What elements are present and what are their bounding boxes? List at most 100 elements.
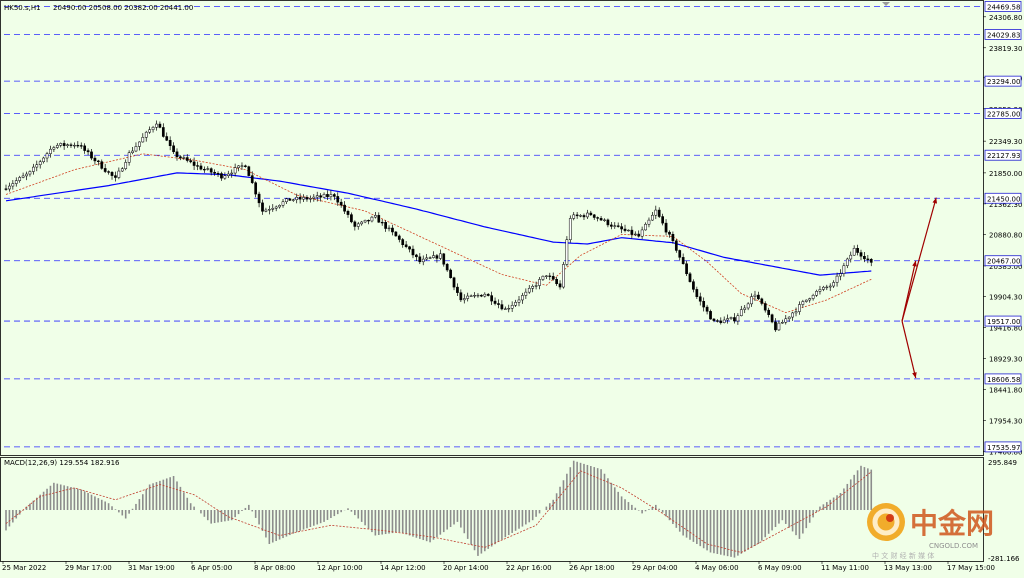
forecast-arrow-head [932, 197, 938, 204]
candle-down [674, 240, 678, 251]
candle-down [384, 222, 387, 229]
candle-up [565, 239, 569, 265]
candle-up [49, 148, 52, 154]
moving-average-slow [5, 172, 872, 276]
candle-down [103, 168, 107, 172]
candle-up [315, 195, 319, 198]
candle-down [377, 215, 381, 223]
candle-up [842, 265, 846, 274]
level-price-tag [984, 315, 1022, 327]
y-tick-label: 18929.30 [989, 355, 1022, 363]
candle-down [93, 157, 97, 162]
candle-up [750, 296, 753, 305]
candle-down [668, 231, 671, 235]
x-tick-label: 12 Apr 10:00 [317, 564, 363, 572]
macd-signal-line [5, 470, 872, 553]
candle-up [138, 141, 141, 147]
candle-down [172, 145, 175, 153]
y-tick-label: 23819.30 [989, 45, 1022, 53]
candle-down [298, 196, 302, 200]
candle-up [743, 307, 747, 310]
candle-up [524, 291, 528, 296]
candle-down [685, 263, 688, 275]
candle-up [329, 194, 333, 197]
candle-up [507, 308, 511, 310]
candle-up [722, 319, 726, 323]
candle-down [609, 224, 613, 227]
candle-up [572, 214, 576, 219]
candle-up [28, 171, 32, 175]
candle-down [709, 311, 712, 320]
candle-up [517, 299, 521, 303]
candle-down [480, 294, 483, 297]
candle-up [746, 303, 750, 309]
level-price-label: 19517.00 [987, 318, 1020, 326]
candle-up [360, 221, 364, 225]
level-price-label: 20467.00 [987, 258, 1020, 266]
candle-up [784, 318, 788, 323]
forecast-arrow-line[interactable] [901, 320, 917, 379]
candle-down [712, 318, 716, 321]
candle-up [633, 233, 637, 236]
candle-down [76, 144, 80, 147]
candle-down [179, 156, 182, 159]
candle-up [182, 157, 186, 159]
x-tick-label: 31 Mar 19:00 [128, 564, 175, 572]
x-tick-label: 26 Apr 18:00 [569, 564, 615, 572]
candle-up [538, 279, 541, 286]
candle-up [852, 247, 856, 256]
candle-down [79, 145, 83, 147]
candle-down [346, 210, 350, 215]
candle-down [435, 255, 439, 259]
candle-down [203, 168, 206, 171]
candle-up [274, 206, 278, 209]
candle-down [397, 235, 401, 240]
level-price-tag [984, 75, 1022, 87]
forecast-arrow-line[interactable] [901, 260, 917, 322]
candle-down [185, 157, 189, 161]
candle-up [562, 264, 565, 288]
candle-up [579, 215, 582, 217]
candle-down [692, 281, 695, 290]
candle-down [630, 229, 634, 235]
candle-up [753, 294, 757, 297]
candle-up [808, 298, 812, 301]
candle-up [38, 161, 42, 165]
candle-down [763, 303, 767, 311]
candle-down [661, 216, 664, 224]
candle-down [698, 296, 702, 302]
shift-marker-icon[interactable] [882, 2, 890, 6]
moving-average-fast [5, 153, 872, 314]
candle-up [295, 196, 299, 200]
candle-down [757, 294, 760, 300]
y-tick-label: 20385.00 [989, 263, 1022, 271]
candle-down [490, 295, 493, 302]
candle-up [438, 253, 442, 259]
watermark-domain: CNGOLD.COM [929, 542, 978, 550]
candle-down [86, 150, 90, 153]
candle-up [534, 285, 538, 287]
candle-down [408, 246, 411, 250]
candle-up [14, 180, 18, 184]
candle-down [305, 197, 309, 200]
candle-up [267, 209, 271, 211]
candle-up [647, 219, 651, 225]
candle-up [428, 257, 432, 259]
candle-down [244, 165, 247, 167]
candle-down [401, 239, 405, 246]
candle-down [199, 165, 203, 170]
candle-down [343, 204, 346, 212]
candle-up [117, 170, 121, 178]
candle-down [165, 136, 169, 141]
candle-down [394, 231, 398, 237]
candle-down [486, 293, 490, 296]
forecast-arrow-line[interactable] [901, 197, 937, 322]
forecast-arrow-head [912, 260, 917, 267]
candle-down [555, 278, 558, 285]
candle-up [45, 153, 49, 159]
x-tick-label: 20 Apr 14:00 [443, 564, 489, 572]
candle-up [285, 198, 288, 203]
candle-up [613, 225, 617, 227]
candle-down [411, 248, 415, 256]
